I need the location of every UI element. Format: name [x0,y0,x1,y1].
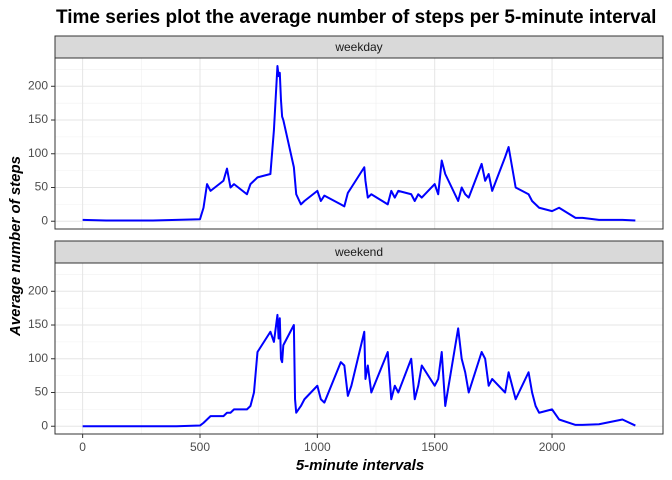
x-tick-label: 1500 [421,440,448,454]
x-tick-label: 0 [79,440,86,454]
panel-border [54,57,664,230]
y-tick-label: 0 [41,418,48,432]
panel-border [54,262,664,435]
data-line [82,65,636,222]
y-tick-label: 150 [28,317,48,331]
y-tick-label: 100 [28,351,48,365]
data-line [82,313,636,428]
chart-title: Time series plot the average number of s… [56,7,656,28]
strip [54,240,664,264]
y-tick-label: 200 [28,283,48,297]
y-tick-label: 150 [28,112,48,126]
x-axis-title: 5-minute intervals [296,457,424,474]
y-tick-label: 0 [41,213,48,227]
strip-label: weekend [334,245,383,259]
y-tick-label: 50 [35,385,49,399]
strip-label: weekday [334,40,382,54]
x-tick-label: 2000 [539,440,566,454]
y-tick-label: 200 [28,78,48,92]
y-tick-label: 100 [28,146,48,160]
x-tick-label: 1000 [304,440,331,454]
strip [54,35,664,59]
y-axis-title: Average number of steps [7,156,24,337]
x-tick-label: 500 [190,440,210,454]
y-tick-label: 50 [35,180,49,194]
